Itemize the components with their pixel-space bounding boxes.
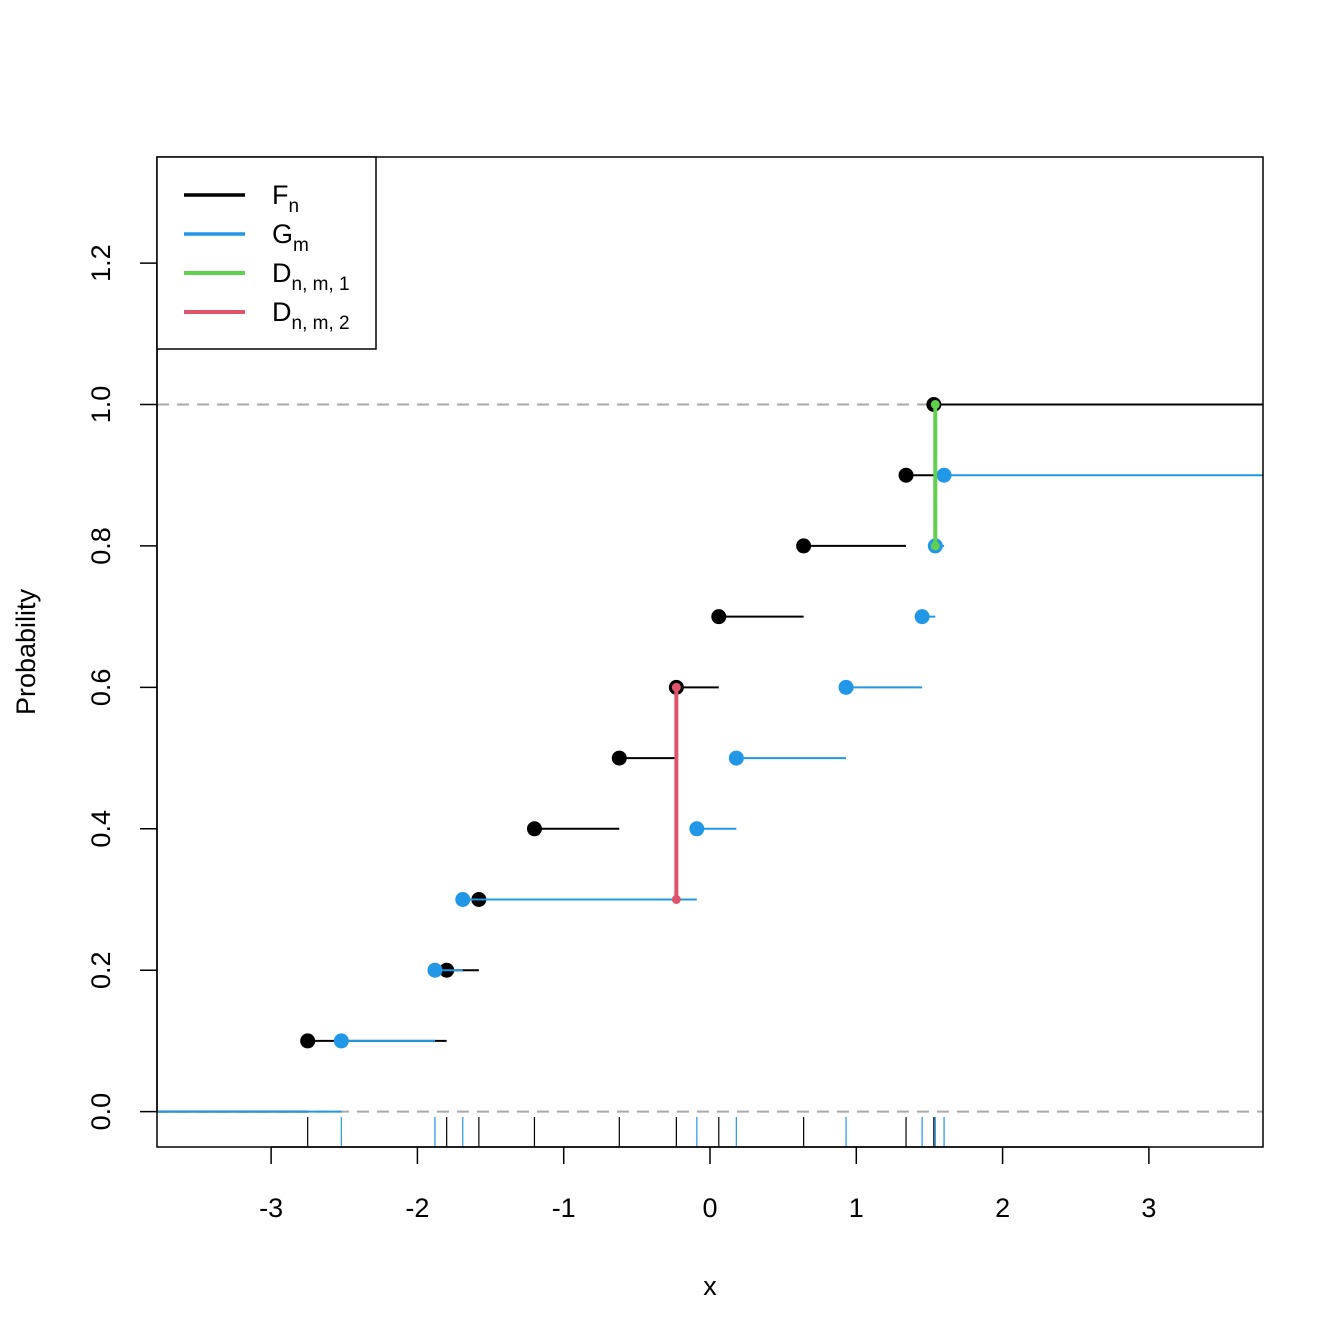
- x-tick-label-5: 2: [995, 1193, 1010, 1223]
- y-tick-label-6: 1.2: [86, 244, 116, 282]
- legend-label-4: Dn, m, 2: [272, 297, 350, 334]
- y-tick-label-1: 0.2: [86, 951, 116, 989]
- y-tick-label-4: 0.8: [86, 527, 116, 565]
- rug-marks: [307, 1117, 945, 1147]
- step-point-Gm-4: [689, 821, 705, 837]
- legend-label-3: Dn, m, 1: [272, 258, 350, 295]
- x-tick-label-2: -1: [552, 1193, 576, 1223]
- step-point-Fn-7: [711, 609, 727, 625]
- y-tick-label-5: 1.0: [86, 386, 116, 424]
- x-tick-label-0: -3: [259, 1193, 283, 1223]
- statistic-end-low-2: [671, 895, 681, 904]
- step-point-Gm-3: [455, 892, 471, 907]
- step-point-Fn-9: [898, 467, 914, 483]
- legend-box: [156, 156, 377, 350]
- step-point-Fn-5: [611, 750, 627, 766]
- legend-label-2: Gm: [272, 219, 309, 256]
- legend-label-1: Fn: [272, 180, 299, 217]
- series-Gm: [157, 467, 1263, 1113]
- y-axis-title: Probability: [11, 588, 41, 715]
- statistic-end-high-2: [671, 682, 681, 692]
- series-Fn: [157, 397, 1263, 1113]
- reference-lines: [157, 403, 1263, 1113]
- statistic-2: [671, 682, 681, 904]
- ks-statistics: [671, 400, 940, 904]
- x-tick-label-3: 0: [702, 1193, 717, 1223]
- x-tick-label-6: 3: [1141, 1193, 1156, 1223]
- x-axis-title: x: [703, 1271, 717, 1301]
- statistic-end-high-1: [930, 400, 940, 409]
- step-point-Gm-5: [728, 750, 744, 766]
- step-point-Gm-1: [333, 1033, 349, 1049]
- step-point-Gm-2: [427, 962, 443, 978]
- y-tick-label-2: 0.4: [86, 810, 116, 848]
- y-axis: 0.0 0.2 0.4 0.6 0.8 1.0 1.2: [86, 244, 158, 1131]
- step-point-Gm-9: [936, 467, 952, 483]
- x-tick-label-4: 1: [849, 1193, 864, 1223]
- x-tick-label-1: -2: [405, 1193, 429, 1223]
- statistic-1: [930, 400, 940, 551]
- statistic-end-low-1: [930, 541, 940, 551]
- step-point-Fn-4: [526, 821, 542, 837]
- x-axis: -3 -2 -1 0 1 2 3: [259, 1146, 1156, 1223]
- step-point-Gm-6: [838, 679, 854, 695]
- step-functions: [157, 397, 1263, 1113]
- y-tick-label-3: 0.6: [86, 669, 116, 707]
- step-point-Gm-7: [914, 609, 930, 625]
- y-tick-label-0: 0.0: [86, 1093, 116, 1131]
- step-point-Fn-1: [300, 1033, 316, 1049]
- step-point-Fn-8: [796, 538, 812, 554]
